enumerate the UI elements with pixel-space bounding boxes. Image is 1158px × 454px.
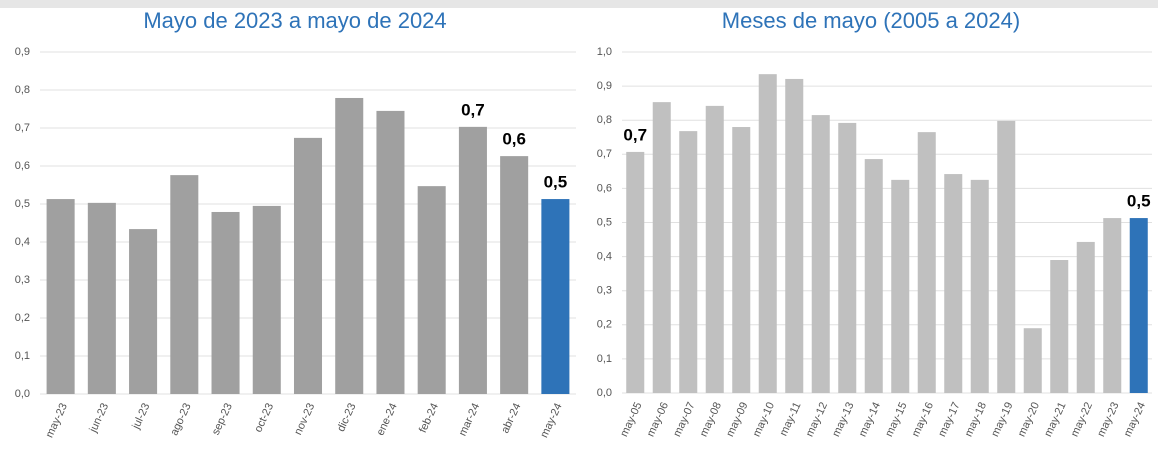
bar [785,78,804,394]
y-tick-label: 0,9 [597,80,612,92]
bar [335,97,364,394]
x-tick-label: may-21 [1042,400,1068,438]
bar [458,126,487,395]
bar [87,202,116,394]
bar [652,102,671,393]
chart-title: Mayo de 2023 a mayo de 2024 [143,8,446,33]
y-tick-label: 0,6 [15,160,30,172]
y-tick-label: 0,7 [15,122,30,134]
bar [705,105,724,394]
y-tick-label: 0,4 [597,251,612,263]
y-tick-label: 0,0 [15,388,30,400]
y-tick-label: 0,8 [597,114,612,126]
x-tick-label: mar-24 [457,401,483,438]
x-tick-label: may-06 [645,400,671,438]
y-tick-label: 0,3 [597,285,612,297]
top-strip [0,0,1158,8]
y-tick-label: 0,9 [15,46,30,58]
x-tick-label: may-17 [936,400,962,438]
bar [252,205,281,394]
y-tick-label: 0,0 [597,387,612,399]
bar [758,74,777,393]
x-tick-label: ago-23 [168,401,193,437]
bar [211,211,240,394]
x-tick-label: nov-23 [292,401,317,437]
x-tick-label: abr-24 [499,401,523,435]
y-tick-label: 0,5 [597,216,612,228]
bar [626,151,645,393]
y-tick-label: 0,7 [597,148,612,160]
x-tick-label: may-23 [44,401,70,439]
data-label: 0,6 [502,130,526,149]
bar [811,115,830,394]
x-tick-label: ene-24 [374,401,399,437]
x-tick-label: may-09 [724,400,750,438]
data-label: 0,5 [1127,192,1151,211]
y-tick-label: 0,1 [15,350,30,362]
bar [129,229,158,394]
x-tick-label: oct-23 [252,401,276,434]
bar [732,127,751,394]
x-tick-label: may-15 [883,400,909,438]
y-tick-label: 0,2 [15,312,30,324]
y-tick-label: 0,5 [15,198,30,210]
x-tick-label: sep-23 [210,401,235,437]
x-tick-label: may-20 [1016,400,1042,438]
bar [970,179,989,393]
y-tick-label: 1,0 [597,46,612,58]
y-tick-label: 0,6 [597,182,612,194]
chart-title: Meses de mayo (2005 a 2024) [722,8,1020,33]
y-tick-label: 0,2 [597,319,612,331]
data-label: 0,5 [544,173,568,192]
x-tick-label: may-16 [910,400,936,438]
y-tick-label: 0,1 [597,353,612,365]
bar [891,179,910,393]
x-tick-label: feb-24 [417,401,441,434]
bar [46,199,75,394]
bar [1023,328,1042,393]
x-tick-label: jul-23 [130,401,153,431]
bar [997,120,1016,393]
bar [1050,260,1069,393]
x-tick-label: may-12 [804,400,830,438]
x-tick-label: may-08 [698,400,724,438]
bar [864,159,883,393]
x-tick-label: may-18 [963,400,989,438]
x-tick-label: may-24 [1122,400,1148,438]
data-label: 0,7 [623,125,647,144]
bar [679,131,698,393]
bar [1076,241,1095,393]
x-tick-label: may-23 [1095,400,1121,438]
bar [1103,218,1122,393]
x-tick-label: may-24 [538,401,564,439]
x-tick-label: may-13 [830,400,856,438]
x-tick-label: may-11 [778,400,804,438]
x-tick-label: may-19 [989,400,1015,438]
x-tick-label: dic-23 [335,401,359,433]
x-tick-label: may-14 [857,400,883,438]
bar [293,137,323,394]
bar [376,110,405,395]
bar [541,199,570,394]
data-label: 0,7 [461,100,485,119]
bar [838,122,857,393]
y-tick-label: 0,8 [15,84,30,96]
bar [1129,218,1148,393]
bar [500,156,529,394]
bar [944,174,963,393]
x-tick-label: may-05 [618,400,644,438]
x-tick-label: may-22 [1069,400,1095,438]
x-tick-label: jun-23 [87,401,111,435]
y-tick-label: 0,3 [15,274,30,286]
bar [417,186,446,394]
x-tick-label: may-10 [751,400,777,438]
x-tick-label: may-07 [671,400,697,438]
bar [170,175,199,394]
y-tick-label: 0,4 [15,236,30,248]
bar [917,132,936,393]
